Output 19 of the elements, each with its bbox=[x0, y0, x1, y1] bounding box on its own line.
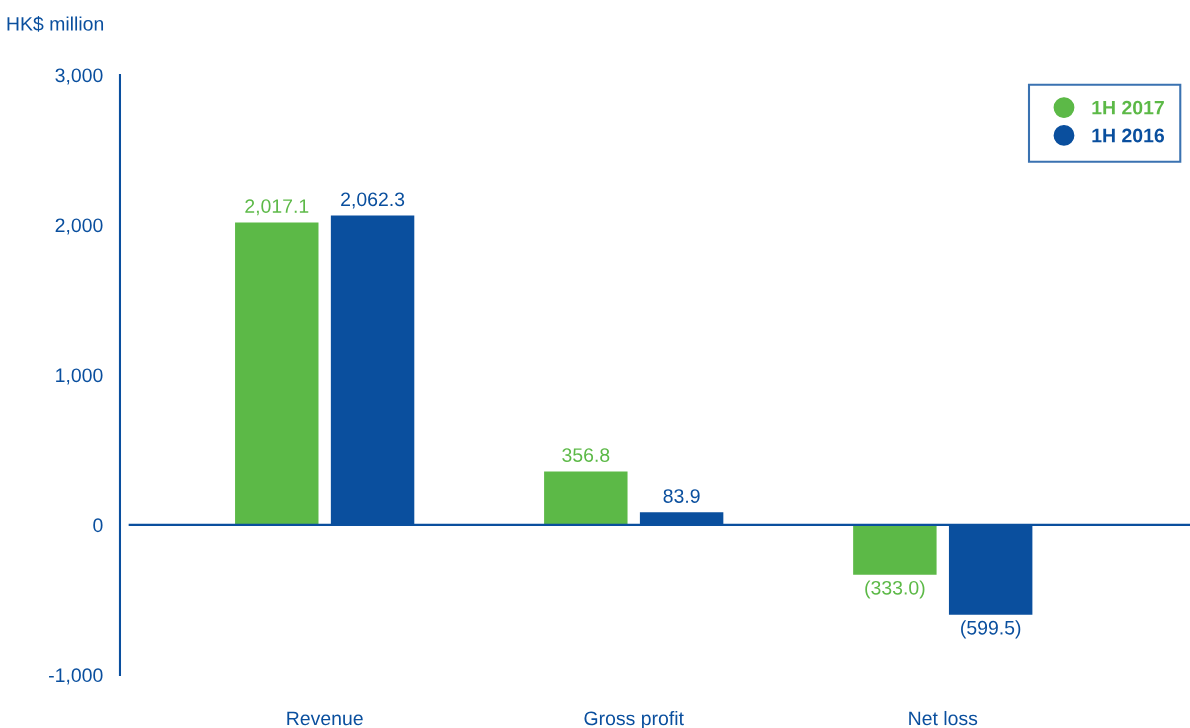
bar bbox=[853, 524, 937, 575]
bar bbox=[544, 471, 628, 525]
data-label: (333.0) bbox=[865, 580, 925, 599]
y-tick-label: 0 bbox=[93, 518, 103, 533]
x-tick-label: Net loss bbox=[909, 710, 978, 726]
y-tick-label: 2,000 bbox=[55, 218, 103, 235]
y-axis-title: HK$ million bbox=[7, 16, 104, 32]
data-label: 2,062.3 bbox=[341, 192, 405, 209]
y-tick-label: 3,000 bbox=[55, 68, 103, 85]
data-label: 83.9 bbox=[663, 489, 700, 503]
data-label: 356.8 bbox=[562, 448, 610, 462]
legend-label: 1H 2017 bbox=[1092, 100, 1164, 115]
bar bbox=[235, 222, 319, 525]
legend-label: 1H 2016 bbox=[1092, 128, 1165, 143]
x-tick-label: Revenue bbox=[287, 711, 363, 726]
data-label: 2,017.1 bbox=[245, 199, 309, 216]
y-tick-label: 1,000 bbox=[56, 368, 103, 385]
data-label: (599.5) bbox=[961, 620, 1021, 639]
y-tick-label: -1,000 bbox=[49, 668, 103, 685]
